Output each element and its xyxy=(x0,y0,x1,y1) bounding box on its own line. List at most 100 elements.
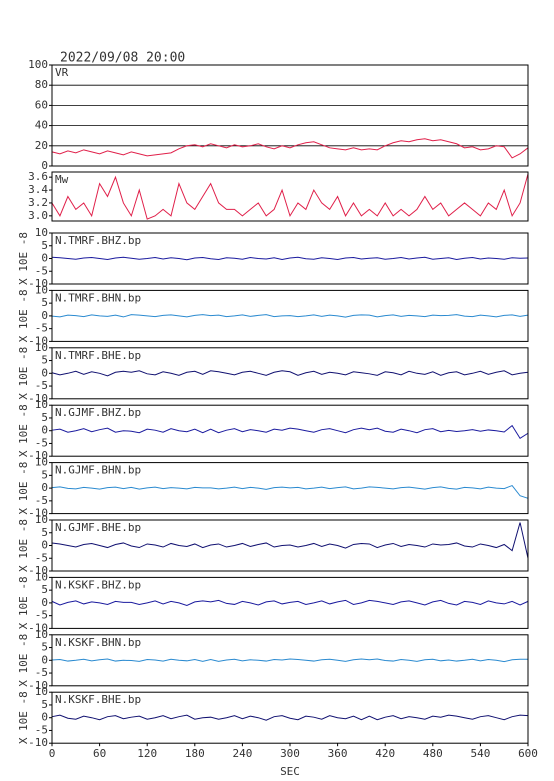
y-tick-label: -5 xyxy=(35,609,48,622)
y-tick-label: 5 xyxy=(41,583,48,596)
y-tick-label: 3.4 xyxy=(28,183,48,196)
series-label: N.TMRF.BHN.bp xyxy=(55,291,141,304)
y-tick-label: 0 xyxy=(41,596,48,609)
y-tick-label: 3.2 xyxy=(28,196,48,209)
panel-frame xyxy=(51,171,529,222)
panel-frame xyxy=(51,404,529,457)
y-tick-label: 3.6 xyxy=(28,170,48,183)
series-label: VR xyxy=(55,66,69,79)
x-tick-label: 120 xyxy=(137,747,157,760)
y-tick-label: -10 xyxy=(28,507,48,520)
y-tick-label: 0 xyxy=(41,366,48,379)
y-tick-label: 0 xyxy=(41,159,48,172)
y-tick-label: -5 xyxy=(35,436,48,449)
y-tick-label: 5 xyxy=(41,354,48,367)
x-tick-label: 60 xyxy=(93,747,106,760)
y-tick-label: -5 xyxy=(35,666,48,679)
y-tick-label: 60 xyxy=(35,98,48,111)
series-line xyxy=(51,370,529,377)
panel-frame xyxy=(51,634,529,687)
series-line xyxy=(51,173,529,220)
panel-frame xyxy=(51,347,529,400)
x-tick-label: 540 xyxy=(470,747,490,760)
y-tick-label: -5 xyxy=(35,723,48,736)
y-tick-label: 3.0 xyxy=(28,209,48,222)
y-axis-label: X 10E -8 xyxy=(17,519,30,572)
y-tick-label: -10 xyxy=(28,277,48,290)
series-label: N.TMRF.BHZ.bp xyxy=(55,234,141,247)
y-tick-label: -10 xyxy=(28,334,48,347)
y-tick-label: 10 xyxy=(35,398,48,411)
y-tick-label: 40 xyxy=(35,119,48,132)
series-label: N.GJMF.BHE.bp xyxy=(55,521,141,534)
series-line xyxy=(51,599,529,606)
x-tick-label: 300 xyxy=(280,747,300,760)
y-tick-label: 5 xyxy=(41,526,48,539)
y-tick-label: -5 xyxy=(35,494,48,507)
y-axis-label: X 10E -8 xyxy=(17,289,30,342)
y-tick-label: -5 xyxy=(35,551,48,564)
y-tick-label: -10 xyxy=(28,679,48,692)
series-label: Mw xyxy=(55,173,69,186)
series-line xyxy=(51,138,529,159)
y-axis-label: X 10E -8 xyxy=(17,462,30,515)
y-tick-label: 5 xyxy=(41,239,48,252)
y-tick-label: 5 xyxy=(41,698,48,711)
series-line xyxy=(51,714,529,721)
y-tick-label: 5 xyxy=(41,411,48,424)
y-tick-label: -5 xyxy=(35,379,48,392)
series-label: N.KSKF.BHZ.bp xyxy=(55,578,141,591)
series-line xyxy=(51,424,529,440)
panel-frame xyxy=(51,462,529,515)
y-tick-label: 10 xyxy=(35,456,48,469)
y-tick-label: -10 xyxy=(28,564,48,577)
series-line xyxy=(51,658,528,663)
y-tick-label: -5 xyxy=(35,322,48,335)
y-tick-label: 10 xyxy=(35,226,48,239)
series-label: N.TMRF.BHE.bp xyxy=(55,349,141,362)
y-tick-label: 5 xyxy=(41,641,48,654)
series-label: N.GJMF.BHZ.bp xyxy=(55,406,141,419)
x-tick-label: 420 xyxy=(375,747,395,760)
y-axis-label: X 10E -8 xyxy=(17,347,30,400)
panel-frame xyxy=(51,232,529,285)
y-tick-label: 0 xyxy=(41,481,48,494)
y-tick-label: -10 xyxy=(28,736,48,749)
y-tick-label: 20 xyxy=(35,139,48,152)
y-tick-label: -10 xyxy=(28,392,48,405)
y-tick-label: -5 xyxy=(35,264,48,277)
series-line xyxy=(51,256,529,261)
x-tick-label: 600 xyxy=(518,747,538,760)
x-tick-label: 240 xyxy=(232,747,252,760)
y-axis-label: X 10E -8 xyxy=(17,634,30,687)
y-tick-label: 10 xyxy=(35,628,48,641)
y-tick-label: 100 xyxy=(28,58,48,71)
y-tick-label: 10 xyxy=(35,283,48,296)
y-tick-label: 10 xyxy=(35,341,48,354)
x-axis-label: SEC xyxy=(280,765,300,778)
series-label: N.GJMF.BHN.bp xyxy=(55,464,141,477)
series-label: N.KSKF.BHE.bp xyxy=(55,693,141,706)
y-tick-label: 0 xyxy=(41,252,48,265)
x-tick-label: 480 xyxy=(423,747,443,760)
y-tick-label: 10 xyxy=(35,513,48,526)
y-tick-label: 5 xyxy=(41,468,48,481)
series-line xyxy=(51,522,529,559)
series-line xyxy=(51,314,529,318)
y-tick-label: 0 xyxy=(41,539,48,552)
chart-title: 2022/09/08 20:00 xyxy=(60,51,185,66)
y-axis-label: X 10E -8 xyxy=(17,691,30,744)
y-tick-label: 0 xyxy=(41,424,48,437)
y-axis-label: X 10E -8 xyxy=(17,576,30,629)
y-axis-label: X 10E -8 xyxy=(17,232,30,285)
panel-frame xyxy=(51,519,529,572)
panel-frame xyxy=(51,576,529,629)
series-line xyxy=(51,484,529,499)
y-tick-label: 0 xyxy=(41,711,48,724)
y-tick-label: 0 xyxy=(41,653,48,666)
y-tick-label: 5 xyxy=(41,296,48,309)
y-axis-label: X 10E -8 xyxy=(17,404,30,457)
x-tick-label: 360 xyxy=(328,747,348,760)
y-tick-label: -10 xyxy=(28,449,48,462)
